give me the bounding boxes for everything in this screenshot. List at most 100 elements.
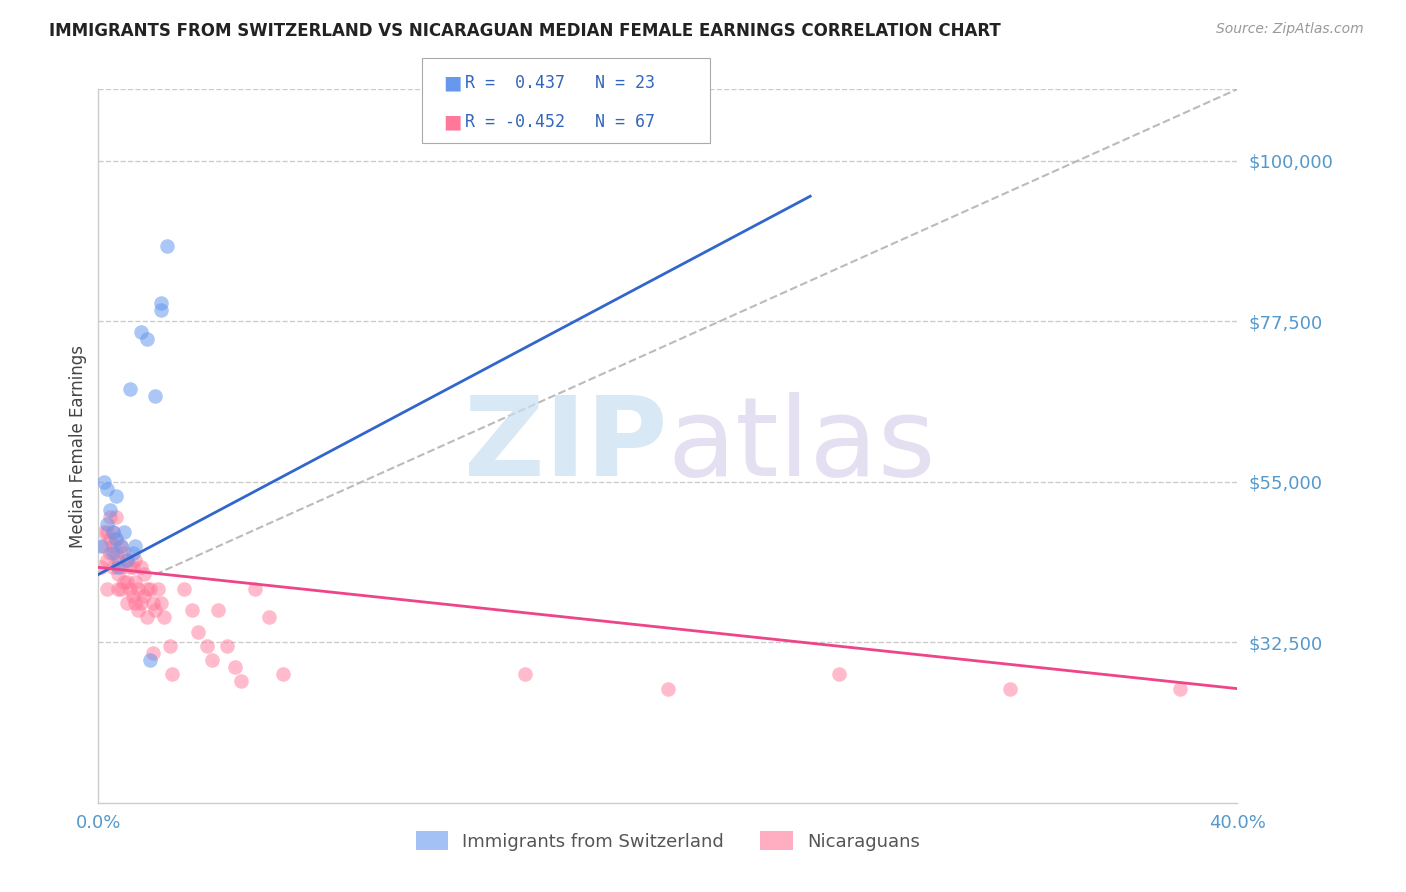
Point [98,503,121,517]
Point [150,596,173,610]
Point [159,639,181,653]
Point [101,546,124,560]
Point [96,553,118,567]
Point [98,546,121,560]
Point [124,596,146,610]
Point [107,582,129,596]
Point [127,603,149,617]
Point [273,667,295,681]
Point [127,582,149,596]
Point [148,582,170,596]
Point [141,646,163,660]
Point [201,653,224,667]
Point [215,639,238,653]
Point [90,539,112,553]
Point [107,553,129,567]
Point [121,560,143,574]
Point [173,582,195,596]
Point [93,475,115,489]
Legend: Immigrants from Switzerland, Nicaraguans: Immigrants from Switzerland, Nicaraguans [408,824,928,858]
Point [98,532,121,546]
Point [115,553,138,567]
Point [129,596,152,610]
Point [104,546,127,560]
Point [96,582,118,596]
Point [150,296,173,310]
Point [90,560,112,574]
Point [135,582,157,596]
Point [138,582,160,596]
Point [118,560,141,574]
Point [138,653,160,667]
Text: ■: ■ [443,73,461,93]
Text: atlas: atlas [668,392,936,500]
Point [96,517,118,532]
Point [156,239,179,253]
Point [229,674,252,689]
Point [243,582,266,596]
Point [121,589,143,603]
Point [101,560,124,574]
Point [1170,681,1192,696]
Y-axis label: Median Female Earnings: Median Female Earnings [69,344,87,548]
Point [145,603,167,617]
Point [110,582,132,596]
Point [101,539,124,553]
Point [181,603,204,617]
Point [107,560,129,574]
Text: R =  0.437   N = 23: R = 0.437 N = 23 [465,74,655,92]
Point [96,524,118,539]
Point [104,510,127,524]
Point [135,610,157,624]
Point [112,546,135,560]
Point [104,532,127,546]
Point [224,660,246,674]
Point [135,332,157,346]
Text: R = -0.452   N = 67: R = -0.452 N = 67 [465,113,655,131]
Point [98,510,121,524]
Text: IMMIGRANTS FROM SWITZERLAND VS NICARAGUAN MEDIAN FEMALE EARNINGS CORRELATION CHA: IMMIGRANTS FROM SWITZERLAND VS NICARAGUA… [49,22,1001,40]
Point [101,524,124,539]
Point [115,574,138,589]
Point [132,567,155,582]
Point [150,303,173,318]
Text: ZIP: ZIP [464,392,668,500]
Point [657,681,679,696]
Text: ■: ■ [443,112,461,132]
Point [107,567,129,582]
Point [129,560,152,574]
Point [93,524,115,539]
Point [998,681,1021,696]
Point [153,610,176,624]
Point [124,553,146,567]
Point [141,596,163,610]
Point [187,624,209,639]
Point [129,325,152,339]
Point [124,539,146,553]
Point [195,639,218,653]
Point [115,553,138,567]
Point [101,524,124,539]
Point [96,482,118,496]
Point [828,667,851,681]
Point [162,667,184,681]
Point [124,574,146,589]
Point [121,546,143,560]
Point [110,539,132,553]
Point [110,560,132,574]
Point [115,596,138,610]
Point [93,539,115,553]
Point [112,524,135,539]
Point [112,574,135,589]
Point [104,489,127,503]
Point [145,389,167,403]
Point [118,382,141,396]
Point [259,610,281,624]
Point [515,667,537,681]
Text: Source: ZipAtlas.com: Source: ZipAtlas.com [1216,22,1364,37]
Point [110,539,132,553]
Point [132,589,155,603]
Point [118,582,141,596]
Point [104,532,127,546]
Point [207,603,229,617]
